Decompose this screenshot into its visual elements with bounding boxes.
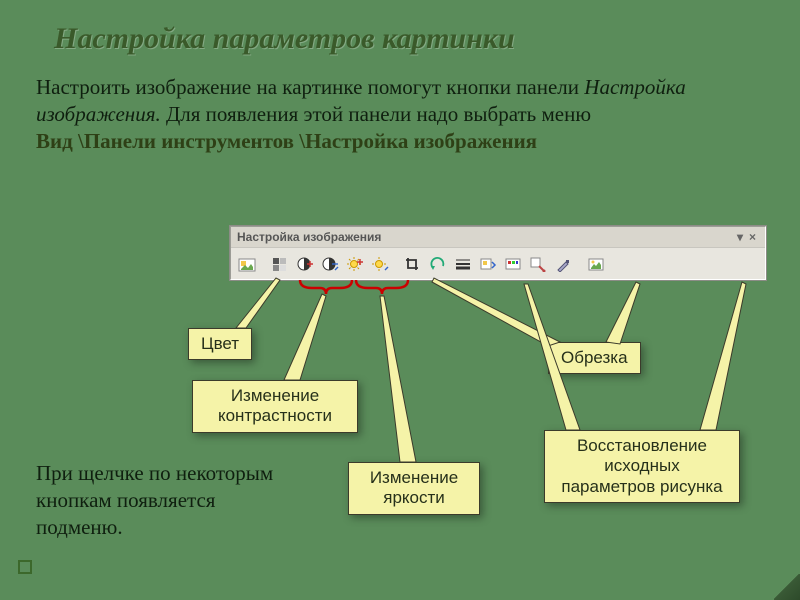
page-corner-decor [774,574,800,600]
recolor-icon[interactable] [501,252,524,275]
callout-brightness: Изменение яркости [348,462,480,515]
slide-title: Настройка параметров картинки [0,0,800,56]
callout-crop: Обрезка [548,342,641,374]
callout-reset: Восстановление исходных параметров рисун… [544,430,740,503]
line-style-icon[interactable] [451,252,474,275]
callout-reset-label: Восстановление исходных параметров рисун… [561,436,722,496]
image-toolbar: Настройка изображения ▾ × [230,226,766,280]
toolbar-row [231,248,765,279]
callout-contrast-label: Изменение контрастности [218,386,332,425]
toolbar-titlebar: Настройка изображения ▾ × [231,227,765,248]
intro-paragraph: Настроить изображение на картинке помогу… [0,56,800,155]
footer-note: При щелчке по некоторым кнопкам появляет… [36,460,306,541]
compress-icon[interactable] [476,252,499,275]
callout-color-label: Цвет [201,334,239,353]
callout-contrast: Изменение контрастности [192,380,358,433]
toolbar-title-text: Настройка изображения [237,230,381,244]
format-object-icon[interactable] [526,252,549,275]
callout-brightness-label: Изменение яркости [370,468,458,507]
insert-picture-icon[interactable] [235,252,258,275]
toolbar-options-icon[interactable]: ▾ [734,230,746,244]
reset-picture-icon[interactable] [584,252,607,275]
less-contrast-icon[interactable] [318,252,341,275]
transparent-color-icon[interactable] [551,252,574,275]
more-brightness-icon[interactable] [343,252,366,275]
color-icon[interactable] [268,252,291,275]
close-icon[interactable]: × [746,230,759,244]
para-part1: Настроить изображение на картинке помогу… [36,75,584,99]
para-part2: Для появления этой панели надо выбрать м… [161,102,591,126]
menu-path: Вид \Панели инструментов \Настройка изоб… [36,129,537,153]
callout-crop-label: Обрезка [561,348,628,367]
less-brightness-icon[interactable] [368,252,391,275]
crop-icon[interactable] [401,252,424,275]
callout-color: Цвет [188,328,252,360]
rotate-icon[interactable] [426,252,449,275]
more-contrast-icon[interactable] [293,252,316,275]
bullet-decor [18,560,32,574]
